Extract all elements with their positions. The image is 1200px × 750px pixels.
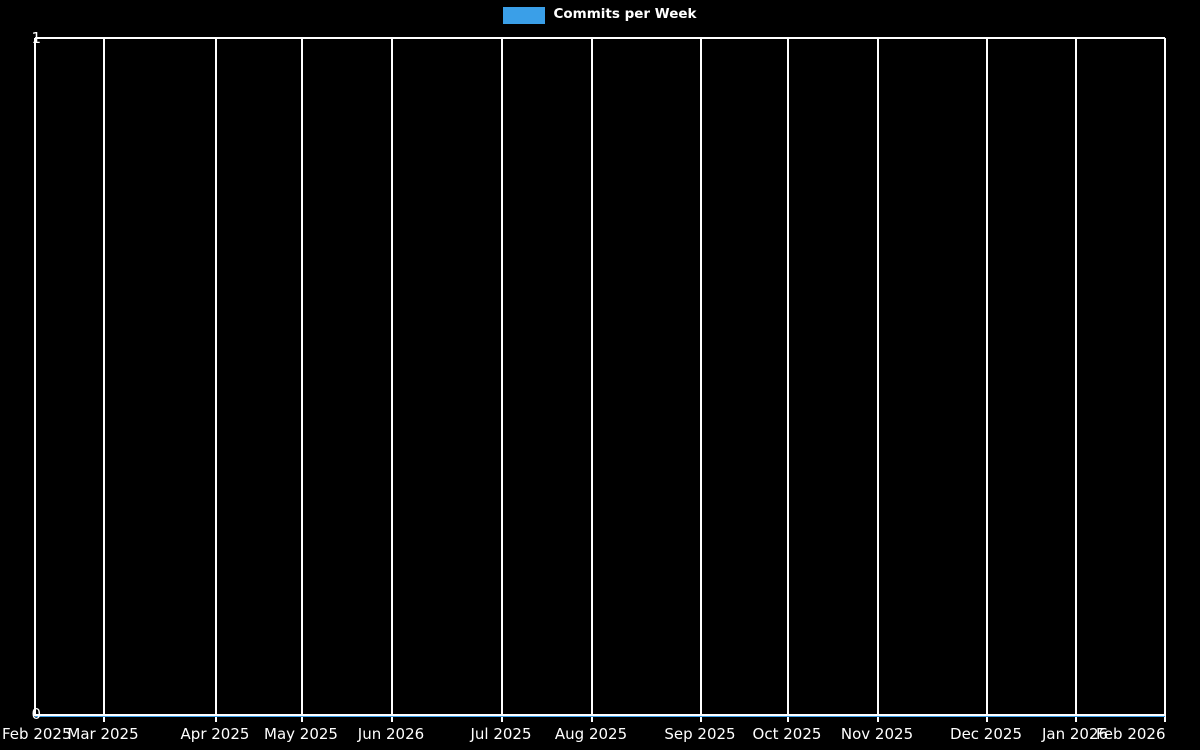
x-axis-tick-label-3: May 2025: [264, 725, 338, 743]
gridline-sep-2025: [700, 38, 702, 722]
x-axis-line: [35, 714, 1165, 716]
y-axis-line: [34, 38, 36, 716]
legend-entry-label: Commits per Week: [553, 6, 697, 23]
legend-entry-commits-per-week[interactable]: Commits per Week: [503, 6, 697, 24]
x-axis-tick-label-8: Oct 2025: [752, 725, 822, 743]
gridline-mar-2025: [103, 38, 105, 722]
x-axis-tick-label-2: Apr 2025: [180, 725, 250, 743]
gridline-jan-2026: [1075, 38, 1077, 722]
x-axis-tick-label-1: Mar 2025: [67, 725, 139, 743]
gridline-feb-2026: [1164, 38, 1166, 722]
chart-legend: Commits per Week: [0, 0, 1200, 30]
x-axis-tick-label-10: Dec 2025: [950, 725, 1022, 743]
x-axis-tick-label-7: Sep 2025: [664, 725, 736, 743]
gridline-oct-2025: [787, 38, 789, 722]
gridline-nov-2025: [877, 38, 879, 722]
x-axis-tick-label-0: Feb 2025: [2, 725, 72, 743]
x-axis-tick-label-5: Jul 2025: [470, 725, 532, 743]
gridline-apr-2025: [215, 38, 217, 722]
gridline-jul-2025: [501, 38, 503, 722]
x-axis-tick-label-6: Aug 2025: [554, 725, 628, 743]
x-axis-tick-label-12: Feb 2026: [1096, 725, 1166, 743]
legend-color-swatch-icon: [503, 6, 546, 24]
x-axis-tick-label-11: Jan 2026: [1041, 725, 1109, 743]
plot-area: [35, 38, 1165, 715]
gridline-may-2025: [301, 38, 303, 722]
y-axis-tick-label-min: 0: [31, 705, 41, 723]
data-series-layer: [35, 38, 1165, 717]
gridline-jun-2025: [391, 38, 393, 722]
gridline-aug-2025: [591, 38, 593, 722]
plot-top-border: [35, 37, 1165, 39]
x-axis-tick-label-9: Nov 2025: [840, 725, 914, 743]
gridline-dec-2025: [986, 38, 988, 722]
y-axis-tick-label-max: 1: [31, 29, 41, 47]
x-axis-tick-label-4: Jun 2026: [357, 725, 425, 743]
